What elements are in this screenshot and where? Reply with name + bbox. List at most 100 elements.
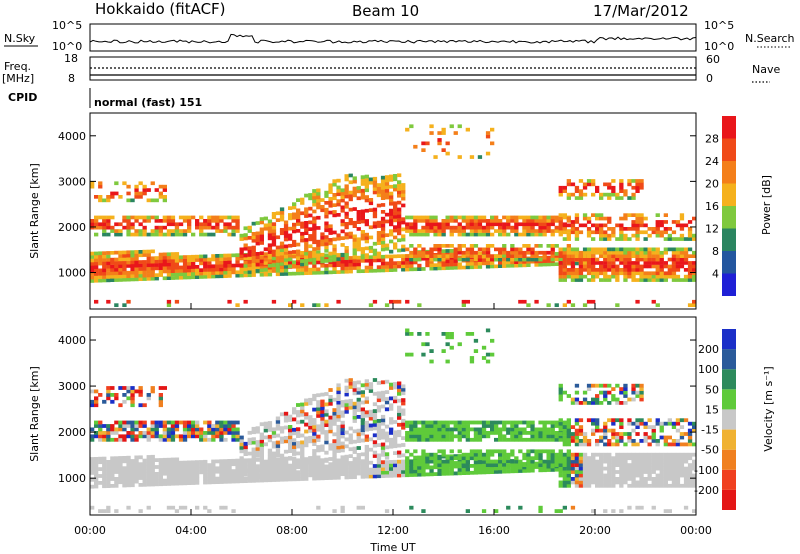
heatmap-cell	[574, 467, 580, 471]
heatmap-cell	[534, 431, 539, 435]
heatmap-cell	[348, 405, 353, 410]
heatmap-cell	[595, 421, 600, 426]
heatmap-cell	[283, 251, 289, 256]
heatmap-cell	[679, 442, 685, 447]
heatmap-cell	[530, 250, 535, 255]
heatmap-cell	[352, 408, 357, 413]
heatmap-cell	[409, 427, 414, 432]
heatmap-cell	[372, 416, 378, 420]
heatmap-cell	[655, 477, 660, 481]
heatmap-cell	[110, 484, 115, 488]
heatmap-cell	[170, 255, 176, 260]
heatmap-cell	[300, 450, 305, 455]
heatmap-cell	[368, 208, 374, 212]
heatmap-cell	[308, 267, 313, 272]
heatmap-cell	[150, 270, 155, 274]
heatmap-cell	[308, 415, 313, 419]
heatmap-cell	[170, 215, 176, 220]
heatmap-cell	[247, 458, 252, 463]
heatmap-cell	[429, 465, 434, 470]
heatmap-cell	[663, 452, 668, 457]
heatmap-cell	[243, 476, 248, 481]
heatmap-cell	[631, 463, 636, 467]
heatmap-cell	[170, 265, 176, 270]
heatmap-cell	[312, 393, 317, 398]
heatmap-cell	[522, 469, 527, 473]
heatmap-cell	[211, 274, 216, 279]
heatmap-cell	[207, 431, 212, 435]
heatmap-cell	[336, 202, 341, 207]
heatmap-cell	[425, 229, 430, 233]
heatmap-cell	[401, 261, 406, 265]
heatmap-cell	[611, 480, 616, 485]
heatmap-cell	[558, 427, 563, 432]
heatmap-cell	[170, 219, 176, 223]
colorbar-level-label: 8	[712, 245, 719, 258]
heatmap-cell	[239, 254, 244, 258]
heatmap-cell	[570, 397, 576, 402]
heatmap-cell	[481, 467, 487, 471]
heatmap-cell	[296, 268, 301, 272]
heatmap-cell	[223, 257, 228, 261]
heatmap-cell	[114, 303, 119, 307]
heatmap-cell	[344, 252, 349, 257]
heatmap-cell	[134, 424, 139, 428]
heatmap-cell	[259, 220, 264, 225]
heatmap-cell	[364, 255, 369, 260]
heatmap-cell	[352, 262, 357, 267]
heatmap-cell	[437, 254, 442, 258]
heatmap-cell	[473, 449, 479, 454]
heatmap-cell	[615, 250, 620, 255]
heatmap-cell	[275, 478, 281, 482]
heatmap-cell	[433, 229, 438, 233]
heatmap-cell	[461, 459, 466, 464]
heatmap-cell	[110, 431, 115, 435]
heatmap-cell	[251, 238, 256, 243]
heatmap-cell	[340, 509, 345, 513]
heatmap-cell	[239, 270, 244, 274]
heatmap-cell	[421, 342, 426, 347]
heatmap-cell	[142, 458, 147, 463]
heatmap-cell	[687, 435, 693, 440]
heatmap-cell	[239, 470, 244, 474]
heatmap-cell	[154, 427, 159, 432]
heatmap-cell	[384, 303, 390, 307]
heatmap-cell	[667, 463, 672, 467]
heatmap-cell	[312, 233, 317, 238]
heatmap-cell	[595, 274, 600, 279]
heatmap-cell	[102, 278, 107, 283]
heatmap-cell	[158, 262, 163, 267]
heatmap-cell	[110, 268, 115, 272]
heatmap-cell	[409, 462, 414, 467]
heatmap-cell	[320, 458, 325, 463]
heatmap-cell	[469, 356, 475, 360]
heatmap-cell	[558, 452, 563, 457]
heatmap-cell	[603, 390, 608, 395]
heatmap-cell	[518, 247, 523, 252]
heatmap-cell	[683, 477, 689, 481]
heatmap-cell	[94, 434, 99, 439]
heatmap-cell	[449, 434, 454, 439]
heatmap-cell	[692, 237, 697, 241]
heatmap-cell	[90, 225, 95, 230]
heatmap-cell	[526, 263, 531, 267]
heatmap-cell	[324, 457, 329, 462]
heatmap-cell	[574, 480, 580, 485]
heatmap-cell	[263, 226, 268, 231]
heatmap-cell	[643, 254, 648, 258]
heatmap-cell	[663, 470, 668, 474]
heatmap-cell	[675, 418, 681, 423]
heatmap-cell	[352, 405, 357, 410]
heatmap-cell	[554, 463, 559, 467]
heatmap-cell	[320, 198, 325, 202]
heatmap-cell	[166, 269, 172, 274]
heatmap-cell	[570, 278, 576, 282]
heatmap-cell	[376, 432, 382, 437]
heatmap-cell	[554, 509, 559, 513]
heatmap-cell	[397, 470, 402, 474]
heatmap-cell	[296, 473, 301, 478]
heatmap-cell	[635, 230, 640, 235]
heatmap-cell	[146, 219, 151, 223]
heatmap-cell	[635, 220, 640, 224]
heatmap-cell	[671, 470, 677, 474]
